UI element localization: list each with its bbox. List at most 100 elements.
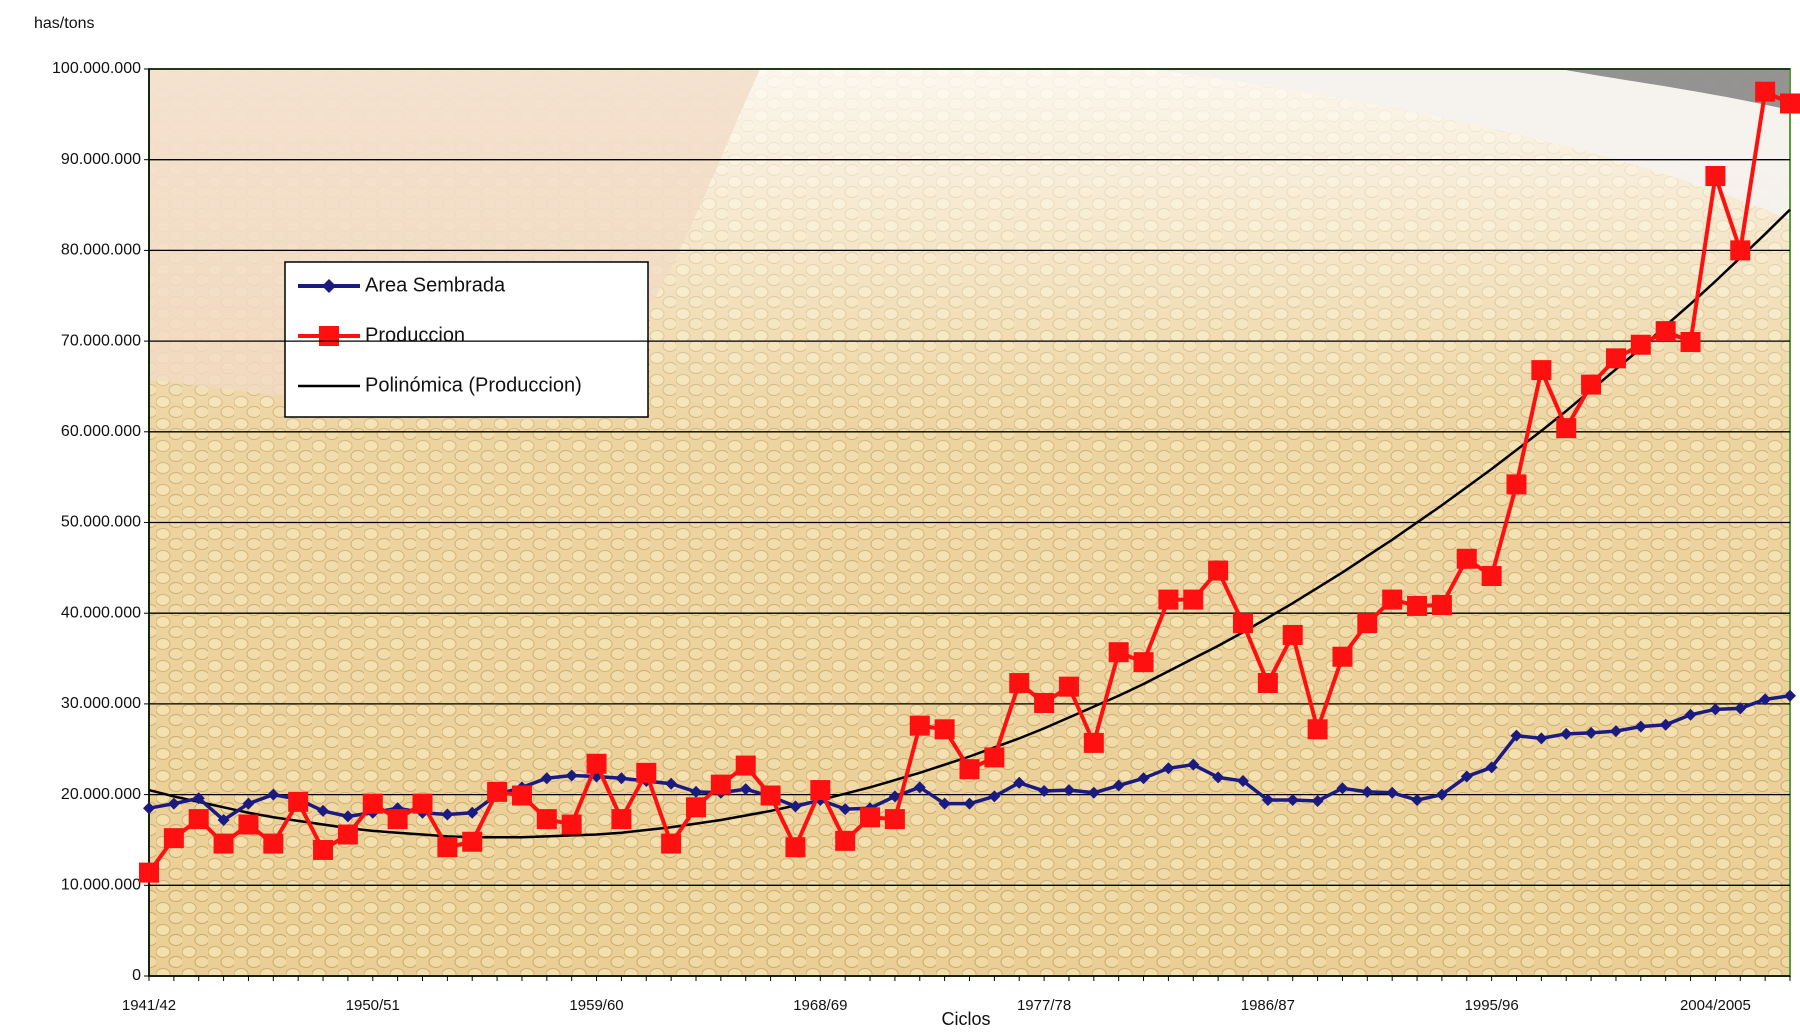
production-marker xyxy=(1058,676,1079,697)
area-marker xyxy=(1361,785,1374,798)
area-marker xyxy=(1460,770,1473,783)
x-tick-label: 1986/87 xyxy=(1241,997,1295,1014)
production-marker xyxy=(1655,321,1676,342)
production-marker xyxy=(810,780,831,801)
area-marker xyxy=(1784,689,1796,702)
y-tick-label: 30.000.000 xyxy=(61,695,141,712)
area-marker xyxy=(1112,779,1125,792)
area-marker xyxy=(1684,708,1697,721)
area-marker xyxy=(789,800,802,813)
production-marker xyxy=(387,809,408,830)
area-marker xyxy=(1709,703,1722,716)
y-tick-label: 40.000.000 xyxy=(61,604,141,621)
legend-label: Polinómica (Produccion) xyxy=(365,374,582,396)
area-marker xyxy=(938,797,951,810)
x-tick-label: 1941/42 xyxy=(122,997,176,1014)
production-marker xyxy=(1083,732,1104,753)
production-marker xyxy=(1705,166,1726,187)
area-marker xyxy=(1759,693,1772,706)
production-marker xyxy=(1407,595,1428,616)
area-marker xyxy=(1212,771,1225,784)
area-marker xyxy=(1435,788,1448,801)
production-marker xyxy=(213,833,234,854)
production-marker xyxy=(1282,624,1303,645)
area-marker xyxy=(1286,794,1299,807)
production-marker xyxy=(611,809,632,830)
production-marker xyxy=(1034,692,1055,713)
legend-label: Produccion xyxy=(365,324,465,346)
production-marker xyxy=(1108,642,1129,663)
y-unit-label: has/tons xyxy=(34,15,94,32)
x-tick-label: 1995/96 xyxy=(1465,997,1519,1014)
x-tick-label: 1959/60 xyxy=(569,997,623,1014)
production-marker xyxy=(686,797,706,818)
production-marker xyxy=(1780,93,1800,114)
production-marker xyxy=(1755,81,1776,102)
legend-label: Area Sembrada xyxy=(365,274,506,296)
production-marker xyxy=(462,831,483,852)
production-marker xyxy=(1581,374,1602,395)
area-marker xyxy=(1634,720,1647,733)
y-tick-label: 50.000.000 xyxy=(61,514,141,531)
x-axis-title: Ciclos xyxy=(941,1009,990,1029)
x-tick-label: 1968/69 xyxy=(793,997,847,1014)
area-marker xyxy=(1411,794,1424,807)
production-marker xyxy=(1183,589,1204,610)
x-tick-label: 2004/2005 xyxy=(1680,997,1751,1014)
production-marker xyxy=(487,781,508,802)
area-marker xyxy=(1311,794,1324,807)
area-marker xyxy=(1038,784,1051,797)
y-tick-label: 60.000.000 xyxy=(61,423,141,440)
production-marker xyxy=(1431,595,1452,616)
production-marker xyxy=(561,814,582,835)
production-marker xyxy=(710,774,731,795)
production-marker xyxy=(1630,334,1651,355)
x-tick-label: 1950/51 xyxy=(346,997,400,1014)
production-marker xyxy=(263,833,284,854)
area-marker xyxy=(1013,776,1026,789)
area-marker xyxy=(888,790,901,803)
area-marker xyxy=(1560,727,1573,740)
production-marker xyxy=(1158,589,1179,610)
area-marker xyxy=(839,803,852,816)
production-marker xyxy=(1357,613,1378,634)
area-marker xyxy=(217,813,230,826)
area-marker xyxy=(988,790,1001,803)
area-marker xyxy=(665,777,678,790)
area-marker xyxy=(242,797,255,810)
area-marker xyxy=(913,781,926,794)
legend: Area Sembrada Produccion Polinómica (Produ… xyxy=(284,261,649,418)
y-tick-label: 10.000.000 xyxy=(61,877,141,894)
legend-marker xyxy=(322,279,336,293)
legend-marker xyxy=(319,326,339,346)
y-tick-label: 0 xyxy=(132,967,141,984)
production-marker xyxy=(1208,560,1229,581)
y-tick-label: 80.000.000 xyxy=(61,242,141,259)
production-marker xyxy=(238,814,259,835)
production-marker xyxy=(1730,240,1751,261)
production-marker xyxy=(437,837,458,858)
production-marker xyxy=(1506,474,1527,495)
area-marker xyxy=(1137,772,1150,785)
production-marker xyxy=(288,791,309,812)
production-marker xyxy=(1680,332,1701,353)
area-marker xyxy=(1585,726,1598,739)
production-marker xyxy=(1307,719,1328,740)
y-tick-label: 70.000.000 xyxy=(61,332,141,349)
trend-line xyxy=(148,208,1791,839)
production-marker xyxy=(1531,360,1552,381)
area-marker xyxy=(963,797,976,810)
production-marker xyxy=(412,793,433,814)
area-marker xyxy=(1535,732,1548,745)
x-tick-label: 1977/78 xyxy=(1017,997,1071,1014)
production-marker xyxy=(1481,566,1502,587)
y-tick-label: 90.000.000 xyxy=(61,151,141,168)
area-marker xyxy=(317,804,330,817)
production-marker xyxy=(1382,589,1403,610)
production-marker xyxy=(984,747,1005,768)
area-marker xyxy=(1187,758,1200,771)
area-marker xyxy=(466,806,479,819)
production-marker xyxy=(1605,348,1626,369)
production-marker xyxy=(1556,418,1577,439)
